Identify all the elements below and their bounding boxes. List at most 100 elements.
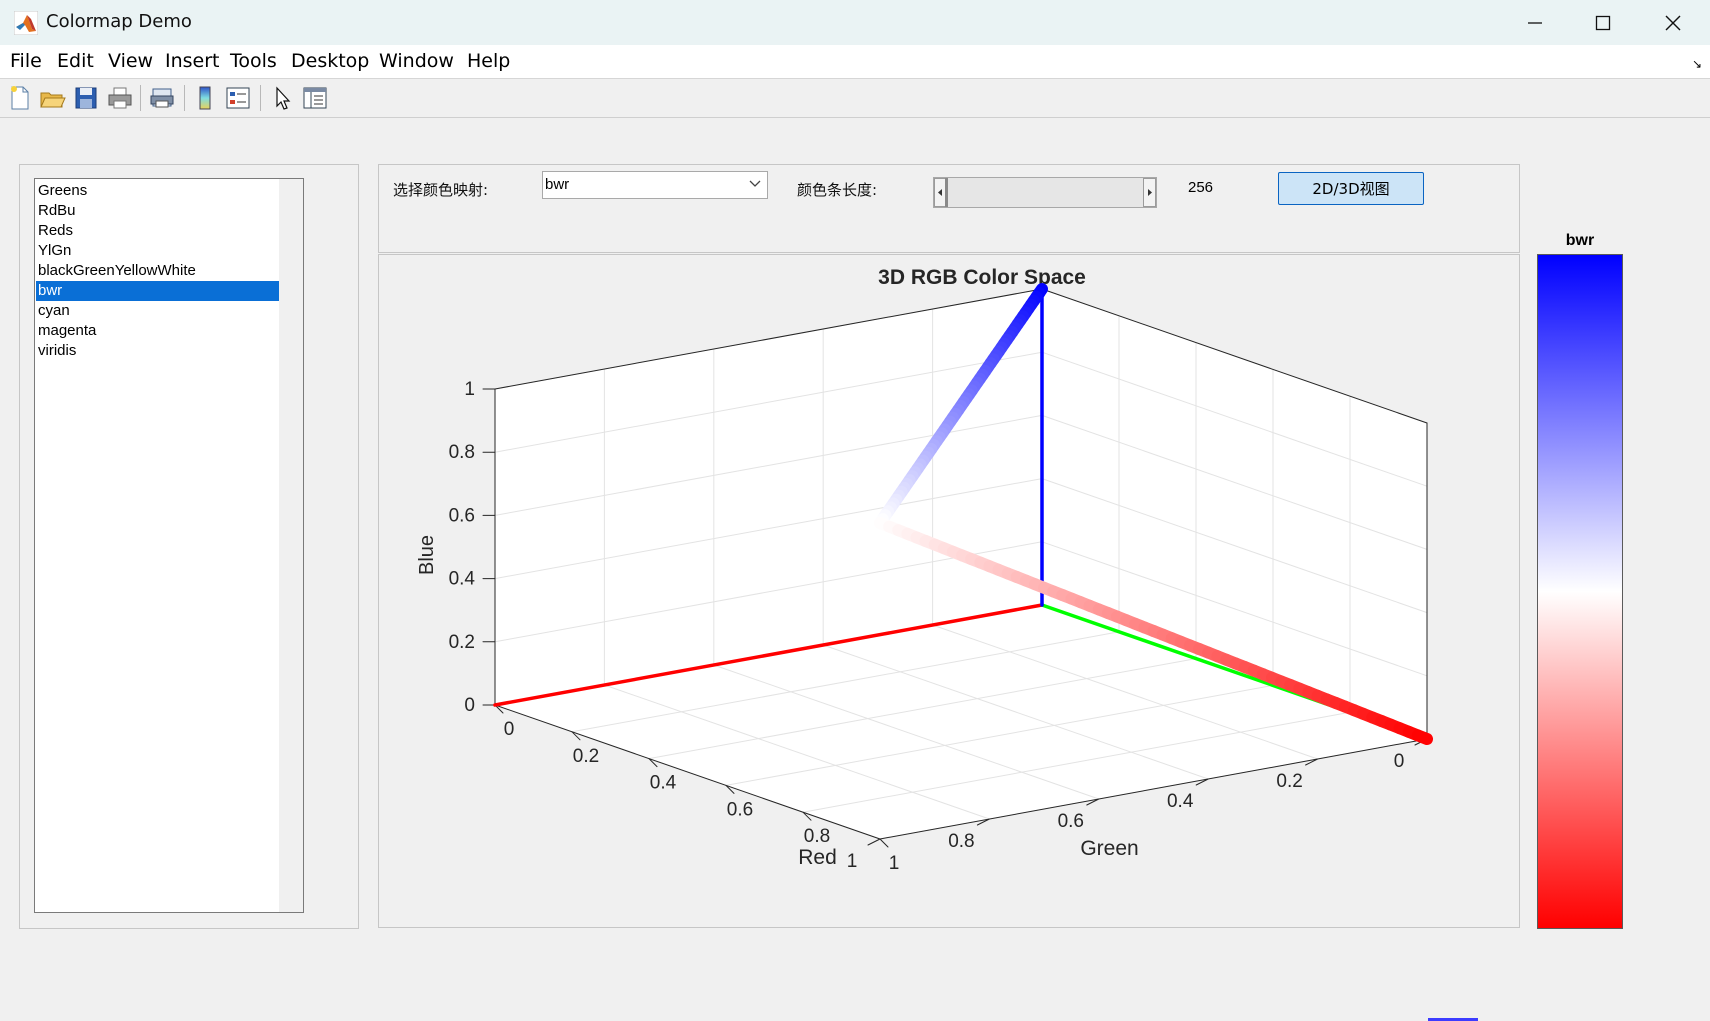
taskbar-indicator — [1428, 1018, 1478, 1021]
list-item[interactable]: blackGreenYellowWhite — [38, 262, 196, 279]
slider-thumb[interactable] — [945, 178, 948, 207]
menu-insert[interactable]: Insert — [165, 50, 220, 72]
menu-file[interactable]: File — [10, 50, 42, 72]
menu-desktop[interactable]: Desktop — [291, 50, 370, 72]
menu-bar: File Edit View Insert Tools Desktop Wind… — [0, 45, 1710, 79]
list-item[interactable]: magenta — [38, 322, 97, 339]
list-item[interactable]: YlGn — [38, 242, 72, 259]
plot-panel: 0 0.2 0.4 0.6 0.8 1 0 0.2 0.4 0.6 0.8 1 0 0.2 0.4 0.6 0.… — [378, 254, 1520, 928]
maximize-button[interactable] — [1568, 0, 1638, 45]
x-tick-label: 0.4 — [650, 773, 677, 794]
y-tick-label: 0 — [1394, 751, 1405, 772]
colorbar-length-value: 256 — [1188, 179, 1214, 196]
minimize-icon — [1528, 21, 1542, 24]
x-tick — [648, 758, 658, 768]
triangle-left-icon — [938, 189, 942, 196]
print-icon[interactable] — [106, 85, 134, 111]
list-item-selected[interactable]: bwr — [36, 281, 279, 301]
colorbar-length-label: 颜色条长度: — [797, 181, 878, 199]
colormap-dropdown[interactable]: bwr — [542, 171, 768, 199]
minimize-button[interactable] — [1500, 0, 1570, 45]
z-tick-label: 0 — [464, 695, 475, 716]
matlab-logo-icon — [14, 11, 38, 35]
pointer-icon[interactable] — [268, 85, 296, 111]
y-tick — [1305, 758, 1319, 766]
x-tick — [802, 811, 812, 821]
z-tick-label: 0.6 — [449, 505, 475, 526]
colormap-listbox[interactable]: Greens RdBu Reds YlGn blackGreenYellowWh… — [34, 178, 304, 913]
insert-legend-icon[interactable] — [224, 85, 252, 111]
y-tick — [1195, 778, 1209, 786]
maximize-icon — [1595, 15, 1611, 30]
rgb-3d-plot[interactable]: 0 0.2 0.4 0.6 0.8 1 0 0.2 0.4 0.6 0.8 1 0 0.2 0.4 0.6 0.… — [379, 255, 1519, 927]
save-icon[interactable] — [72, 85, 100, 111]
box-edge — [494, 288, 1043, 390]
property-inspector-icon[interactable] — [301, 85, 329, 111]
box-edge — [1041, 288, 1428, 424]
y-axis-line — [879, 738, 1428, 840]
z-tick-label: 1 — [464, 379, 475, 400]
slider-right-arrow[interactable] — [1143, 178, 1156, 207]
red-axis-line — [493, 603, 1044, 707]
z-tick-label: 0.2 — [449, 632, 475, 653]
y-tick-label: 0.2 — [1276, 771, 1302, 792]
list-item[interactable]: Reds — [38, 222, 74, 239]
list-item[interactable]: RdBu — [38, 202, 76, 219]
close-icon — [1665, 15, 1681, 30]
menu-help[interactable]: Help — [467, 50, 511, 72]
x-tick-label: 1 — [889, 853, 900, 874]
colorbar-title: bwr — [1565, 232, 1595, 249]
menu-edit[interactable]: Edit — [57, 50, 94, 72]
toggle-2d-3d-view-button[interactable]: 2D/3D视图 — [1278, 172, 1424, 205]
plot-title: 3D RGB Color Space — [878, 266, 1086, 289]
x-tick-label: 0 — [504, 719, 515, 740]
y-axis-label: Green — [1080, 837, 1138, 860]
grid-line — [1041, 351, 1428, 487]
x-tick-label: 0.6 — [727, 799, 753, 820]
x-tick-label: 0.8 — [804, 826, 830, 847]
y-tick — [976, 818, 990, 826]
title-bar[interactable]: Colormap Demo — [0, 0, 1710, 46]
window-title: Colormap Demo — [46, 11, 192, 32]
triangle-right-icon — [1148, 189, 1152, 196]
x-tick — [725, 784, 735, 794]
grid-line — [932, 624, 1319, 760]
z-axis-label: Blue — [416, 535, 438, 575]
toolbar — [0, 79, 1710, 118]
insert-colorbar-icon[interactable] — [191, 85, 219, 111]
grid-line — [1041, 478, 1428, 614]
y-tick — [1086, 798, 1100, 806]
colormap-path-segment — [1411, 729, 1433, 745]
plot-back-wall-left — [495, 289, 1042, 705]
grid-line — [713, 664, 1100, 800]
open-file-icon[interactable] — [38, 85, 66, 111]
grid-line — [494, 414, 1043, 516]
grid-line — [571, 631, 1120, 733]
undock-arrow-icon[interactable]: ↘ — [1691, 57, 1702, 71]
print-preview-icon[interactable] — [148, 85, 176, 111]
grid-line — [725, 684, 1274, 786]
colorbar — [1537, 254, 1623, 929]
list-item[interactable]: Greens — [38, 182, 88, 199]
colormap-dropdown-value: bwr — [545, 176, 570, 193]
menu-tools[interactable]: Tools — [230, 50, 277, 72]
menu-window[interactable]: Window — [379, 50, 454, 72]
y-tick — [867, 838, 881, 846]
toolbar-separator — [184, 85, 185, 111]
y-tick-label: 0.8 — [948, 831, 974, 852]
grid-line — [802, 711, 1351, 813]
menu-view[interactable]: View — [108, 50, 154, 72]
new-figure-icon[interactable] — [6, 85, 34, 111]
colorbar-length-slider[interactable] — [933, 177, 1157, 208]
grid-line — [603, 684, 990, 820]
list-item[interactable]: cyan — [38, 302, 70, 319]
listbox-scrollbar[interactable] — [279, 179, 303, 912]
close-button[interactable] — [1638, 0, 1708, 45]
y-tick-label: 0.4 — [1167, 791, 1194, 812]
z-tick-label: 0.8 — [449, 442, 475, 463]
x-axis-label: Red — [798, 846, 837, 869]
list-item[interactable]: viridis — [38, 342, 77, 359]
grid-line — [1041, 541, 1428, 677]
grid-line — [494, 478, 1043, 580]
grid-line — [648, 658, 1197, 760]
